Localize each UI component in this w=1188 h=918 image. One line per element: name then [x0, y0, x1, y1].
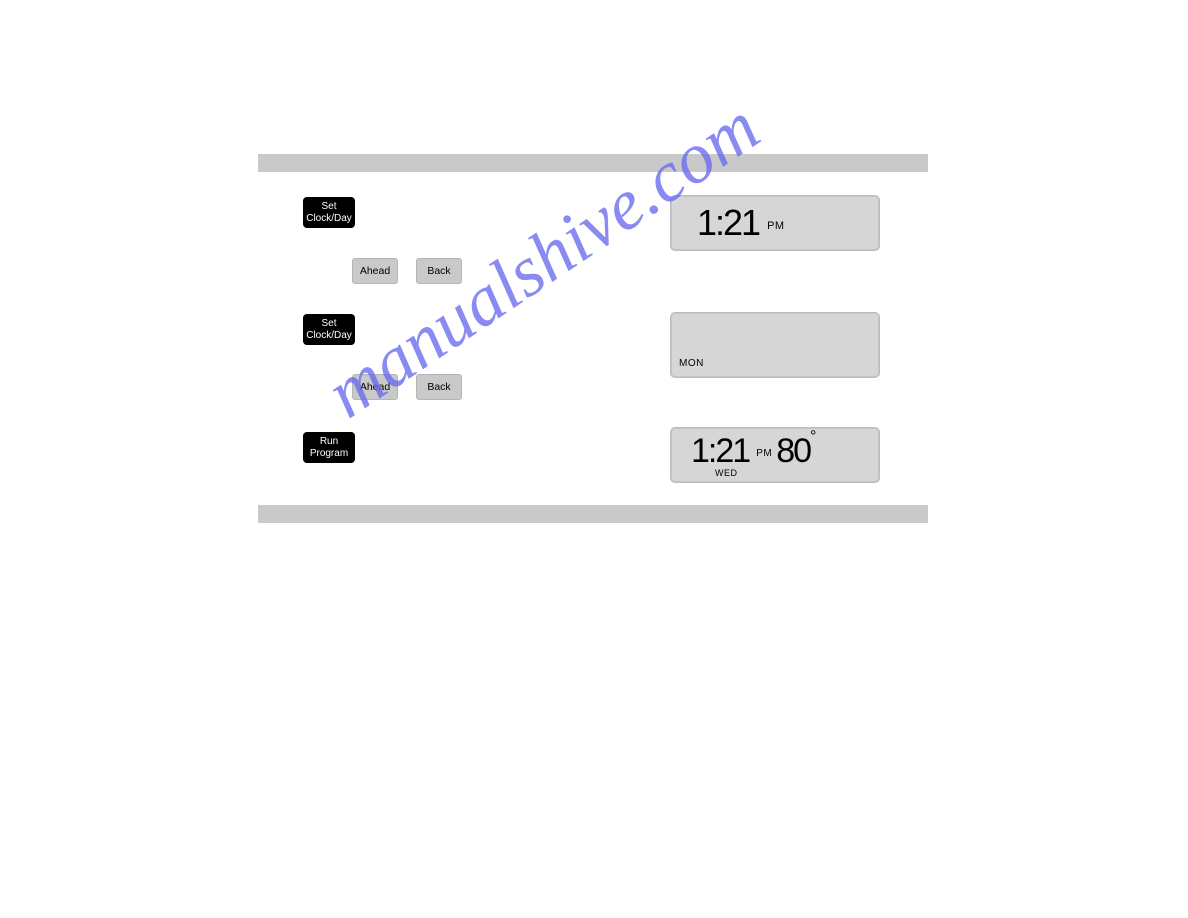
lcd2-day: MON	[679, 358, 704, 369]
run-program-button[interactable]: Run Program	[303, 432, 355, 463]
divider-bar-top	[258, 154, 928, 172]
button-label-line2: Clock/Day	[306, 330, 352, 342]
set-clock-day-button[interactable]: Set Clock/Day	[303, 197, 355, 228]
lcd3-ampm: PM	[756, 448, 772, 459]
set-clock-day-button-2[interactable]: Set Clock/Day	[303, 314, 355, 345]
lcd3-temp: 80°	[776, 432, 810, 471]
lcd3-time: 1:21	[691, 432, 749, 471]
lcd-display-3: 1:21 PM 80° WED	[670, 427, 880, 483]
step-3-button-block: Run Program	[303, 432, 355, 463]
manual-page: Set Clock/Day 1:21 PM Ahead Back Set Clo…	[0, 0, 1188, 918]
lcd-display-2: MON	[670, 312, 880, 378]
button-label-line1: Run	[320, 436, 338, 448]
lcd-display-1: 1:21 PM	[670, 195, 880, 251]
back-label: Back	[427, 265, 450, 277]
ahead-button[interactable]: Ahead	[352, 258, 398, 284]
button-label-line1: Set	[321, 201, 336, 213]
degree-icon: °	[810, 428, 814, 446]
lcd3-temp-value: 80	[776, 432, 810, 470]
ahead-button-2[interactable]: Ahead	[352, 374, 398, 400]
back-label: Back	[427, 381, 450, 393]
button-label-line2: Program	[310, 448, 348, 460]
divider-bar-bottom	[258, 505, 928, 523]
step-2-button-block: Set Clock/Day	[303, 314, 355, 345]
step-2-ahead-back: Ahead Back	[352, 374, 462, 400]
button-label-line2: Clock/Day	[306, 213, 352, 225]
back-button-2[interactable]: Back	[416, 374, 462, 400]
back-button[interactable]: Back	[416, 258, 462, 284]
button-label-line1: Set	[321, 318, 336, 330]
step-1-ahead-back: Ahead Back	[352, 258, 462, 284]
step-1-button-block: Set Clock/Day	[303, 197, 355, 228]
lcd1-ampm: PM	[767, 220, 785, 232]
lcd1-time: 1:21	[697, 202, 759, 244]
ahead-label: Ahead	[360, 381, 390, 393]
lcd3-day: WED	[715, 468, 738, 478]
ahead-label: Ahead	[360, 265, 390, 277]
